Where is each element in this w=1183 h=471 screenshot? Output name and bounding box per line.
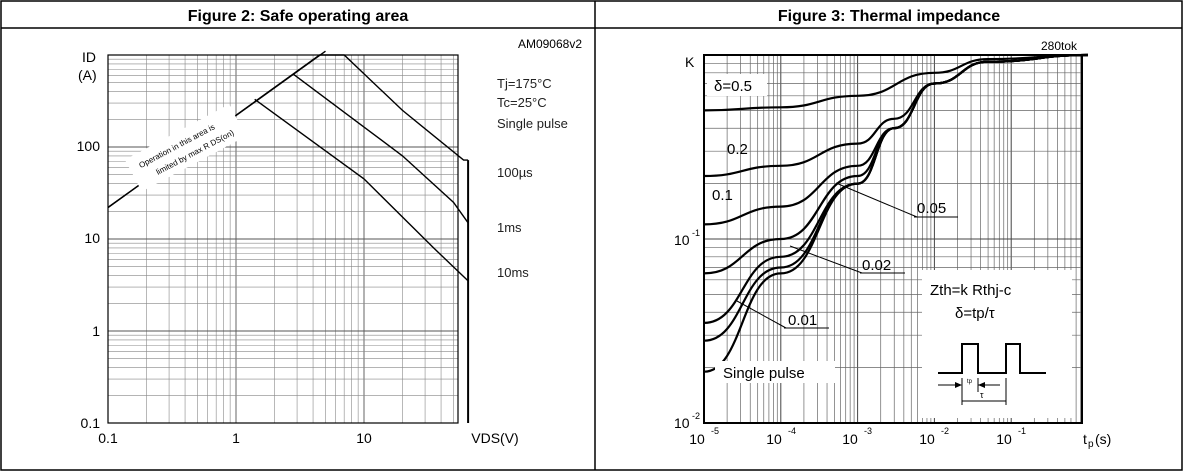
zth-label-bg-05 (707, 74, 767, 96)
svg-text:t: t (1083, 431, 1087, 447)
soa-series-2 (292, 73, 469, 224)
zth-y-tick-10-1: 10 -1 (674, 228, 700, 248)
soa-condition-pulse: Single pulse (497, 116, 568, 131)
svg-text:10: 10 (996, 431, 1012, 447)
zth-inset-tp: tp (967, 379, 973, 385)
zth-label-001: 0.01 (788, 312, 817, 329)
zth-chart: 280tok K 10 -1 10 -2 10 -5 10 -4 10 -3 1… (674, 39, 1111, 450)
zth-x-tick-10-5: 10 -5 (689, 426, 719, 447)
svg-text:10: 10 (674, 415, 690, 431)
zth-leader-005 (835, 182, 918, 218)
figure-3-title: Figure 3: Thermal impedance (778, 8, 1000, 25)
soa-curve-label-10ms: 10ms (497, 265, 529, 280)
svg-text:p: p (1088, 439, 1094, 450)
zth-leader-002 (789, 245, 863, 274)
soa-x-axis-label: VDS(V) (471, 430, 518, 446)
figure-2-title: Figure 2: Safe operating area (188, 8, 409, 25)
soa-series-3 (254, 98, 469, 282)
zth-x-axis-label: t p (s) (1083, 431, 1111, 450)
zth-y-tick-k: K (685, 54, 695, 70)
svg-text:-2: -2 (941, 426, 949, 436)
zth-series-6 (703, 53, 1089, 373)
zth-label-01: 0.1 (712, 187, 733, 204)
svg-text:10: 10 (689, 431, 705, 447)
soa-curve-label-1ms: 1ms (497, 220, 522, 235)
soa-x-tick-1: 1 (232, 430, 240, 446)
zth-plot-frame (703, 54, 1083, 424)
zth-label-005: 0.05 (917, 200, 946, 217)
soa-code: AM09068v2 (518, 37, 582, 51)
zth-label-single-pulse: Single pulse (723, 365, 805, 382)
zth-label-02: 0.2 (727, 141, 748, 158)
soa-curve-label-100us: 100µs (497, 165, 533, 180)
soa-curves (107, 50, 470, 423)
svg-text:-3: -3 (864, 426, 872, 436)
zth-label-bg-single (715, 361, 835, 383)
zth-x-tick-10-4: 10 -4 (766, 426, 796, 447)
soa-y-tick-0-1: 0.1 (81, 415, 101, 431)
soa-y-tick-100: 100 (77, 138, 101, 154)
svg-text:-4: -4 (788, 426, 796, 436)
zth-series-0 (703, 53, 1089, 112)
svg-text:-2: -2 (692, 411, 700, 421)
zth-inset-tau: τ (980, 390, 984, 400)
svg-text:10: 10 (842, 431, 858, 447)
zth-label-d05: δ=0.5 (714, 78, 752, 95)
zth-x-tick-10-3: 10 -3 (842, 426, 872, 447)
zth-x-tick-10-1: 10 -1 (996, 426, 1026, 447)
soa-y-tick-1: 1 (92, 323, 100, 339)
soa-plot-frame (107, 54, 459, 424)
svg-text:10: 10 (674, 232, 690, 248)
svg-text:-1: -1 (692, 228, 700, 238)
soa-condition-tj: Tj=175°C (497, 76, 552, 91)
soa-y-axis-label: ID (82, 49, 96, 65)
zth-leader-001 (736, 300, 787, 329)
zth-inset-arrowhead-right (978, 382, 985, 388)
zth-formula-line-1: Zth=k Rthj-c (930, 282, 1012, 299)
svg-text:-5: -5 (711, 426, 719, 436)
soa-region-note: Operation in this area is limited by max… (124, 104, 247, 192)
zth-x-tick-10-2: 10 -2 (919, 426, 949, 447)
svg-text:10: 10 (919, 431, 935, 447)
zth-code: 280tok (1041, 39, 1078, 53)
svg-text:-1: -1 (1018, 426, 1026, 436)
zth-curves (703, 53, 1089, 373)
zth-formula-line-2: δ=tp/τ (955, 305, 995, 322)
soa-chart: AM09068v2 ID (A) 100 10 1 0.1 0.1 1 10 V… (77, 37, 583, 446)
svg-text:10: 10 (766, 431, 782, 447)
zth-label-002: 0.02 (862, 257, 891, 274)
soa-y-tick-10: 10 (84, 230, 100, 246)
soa-y-axis-unit: (A) (78, 67, 97, 83)
zth-y-tick-10-2: 10 -2 (674, 411, 700, 431)
soa-x-tick-10: 10 (356, 430, 372, 446)
svg-text:(s): (s) (1095, 431, 1111, 447)
soa-x-tick-0-1: 0.1 (98, 430, 118, 446)
soa-region-note-bg (124, 104, 247, 192)
zth-inset-arrowhead-left (955, 382, 962, 388)
soa-grid (107, 55, 458, 424)
zth-formula-box (922, 270, 1072, 418)
zth-pulse-waveform (938, 343, 1046, 374)
soa-condition-tc: Tc=25°C (497, 95, 547, 110)
soa-series-1 (107, 54, 469, 209)
